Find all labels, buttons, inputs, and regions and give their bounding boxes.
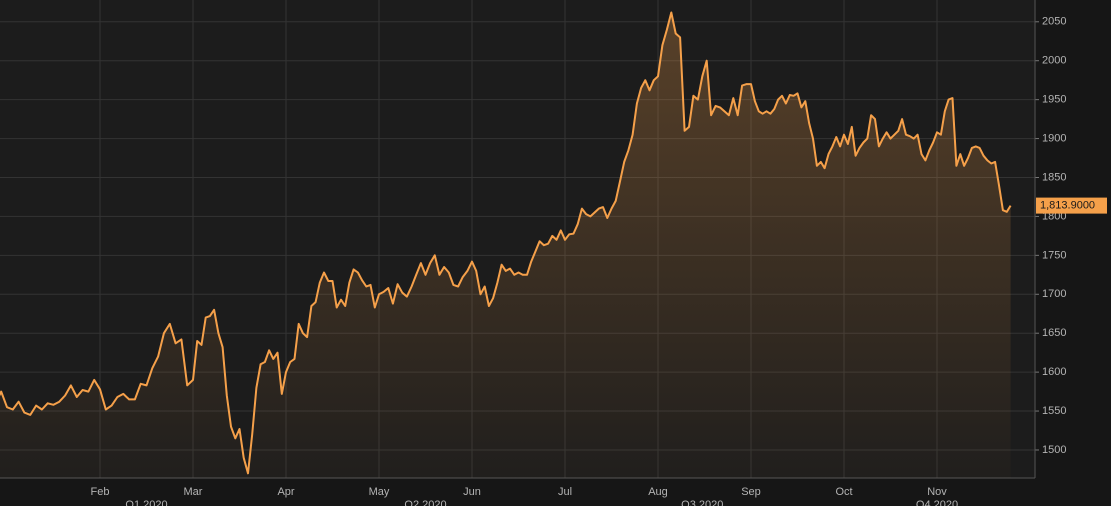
y-tick-label: 1650 <box>1042 327 1066 339</box>
x-tick-label: Jul <box>558 486 572 498</box>
x-group-label: Q4 2020 <box>916 499 958 506</box>
x-group-label: Q2 2020 <box>404 499 446 506</box>
last-value-label: 1,813.9000 <box>1040 200 1095 212</box>
x-tick-label: Sep <box>741 486 761 498</box>
y-tick-label: 1950 <box>1042 94 1066 106</box>
x-tick-label: Nov <box>927 486 947 498</box>
x-tick-label: Feb <box>91 486 110 498</box>
y-tick-label: 1600 <box>1042 366 1066 378</box>
y-tick-label: 2000 <box>1042 55 1066 67</box>
price-line <box>0 11 1012 475</box>
area <box>0 12 1011 478</box>
y-tick-label: 1500 <box>1042 444 1066 456</box>
y-tick-label: 1750 <box>1042 249 1066 261</box>
x-tick-label: Mar <box>184 486 203 498</box>
y-tick-label: 2050 <box>1042 16 1066 28</box>
last-value-box <box>1036 197 1107 214</box>
x-tick-label: Apr <box>277 486 294 498</box>
x-tick-label: Aug <box>648 486 668 498</box>
x-tick-label: Jun <box>463 486 481 498</box>
y-tick-label: 1550 <box>1042 405 1066 417</box>
x-group-label: Q1 2020 <box>125 499 167 506</box>
y-tick-label: 1700 <box>1042 288 1066 300</box>
y-tick-label: 1900 <box>1042 132 1066 144</box>
x-group-label: Q3 2020 <box>681 499 723 506</box>
y-tick-label: 1850 <box>1042 171 1066 183</box>
x-tick-label: Oct <box>835 486 852 498</box>
x-tick-label: May <box>369 486 390 498</box>
